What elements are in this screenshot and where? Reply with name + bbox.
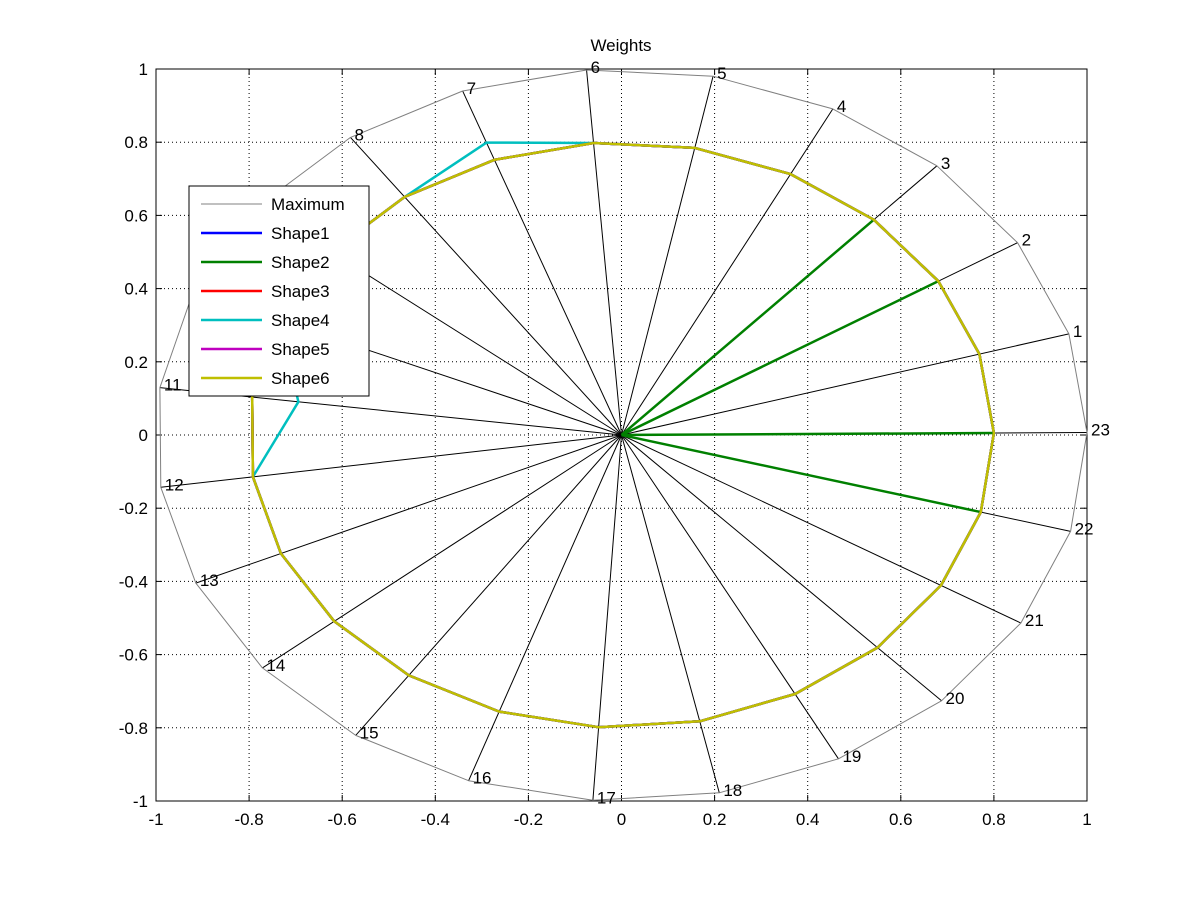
spoke-label: 11 xyxy=(164,376,182,395)
chart-title: Weights xyxy=(590,36,651,55)
spoke-label: 22 xyxy=(1075,519,1094,538)
x-tick-label: -0.6 xyxy=(328,810,357,829)
x-tick-label: 0 xyxy=(617,810,626,829)
y-tick-label: -0.6 xyxy=(119,646,148,665)
radar-series xyxy=(159,69,1088,801)
spoke-label: 3 xyxy=(941,154,950,173)
spoke-label: 2 xyxy=(1022,231,1031,250)
x-tick-label: 0.2 xyxy=(703,810,727,829)
spoke-line xyxy=(462,90,622,436)
spoke-line xyxy=(621,76,714,436)
y-tick-label: -0.4 xyxy=(119,572,148,591)
x-tick-label: 0.6 xyxy=(889,810,913,829)
series-shape6-line xyxy=(250,141,996,729)
spoke-line xyxy=(468,434,622,781)
spoke-line xyxy=(262,434,622,669)
spoke-line xyxy=(621,333,1069,436)
spoke-label: 21 xyxy=(1025,611,1044,630)
spoke-label: 13 xyxy=(200,571,219,590)
spoke-line xyxy=(350,137,622,436)
series-shape2-radial xyxy=(621,433,982,514)
spoke-line xyxy=(355,434,622,736)
spoke-line xyxy=(621,434,720,793)
y-tick-label: 0.2 xyxy=(124,353,148,372)
legend-label: Shape4 xyxy=(271,311,330,330)
spoke-line xyxy=(621,108,834,436)
series-maximum-line xyxy=(159,69,1088,801)
spoke-label: 18 xyxy=(723,781,742,800)
spoke-label: 16 xyxy=(473,769,492,788)
spoke-line xyxy=(621,434,942,702)
x-tick-label: 1 xyxy=(1082,810,1091,829)
spoke-label: 1 xyxy=(1073,322,1082,341)
y-tick-label: 0.6 xyxy=(124,206,148,225)
spoke-label: 4 xyxy=(837,97,846,116)
spoke-label: 6 xyxy=(591,58,600,77)
y-tick-label: 0.8 xyxy=(124,133,148,152)
x-tick-label: -0.8 xyxy=(234,810,263,829)
series-shape2-radial xyxy=(621,431,994,437)
spoke-label: 5 xyxy=(717,64,726,83)
spoke-label: 12 xyxy=(165,475,184,494)
legend-label: Shape5 xyxy=(271,340,330,359)
legend: Maximum Shape1 Shape2 Shape3 Shape4 Shape5 Sha… xyxy=(188,185,370,397)
x-tick-label: -0.4 xyxy=(421,810,450,829)
spoke-line xyxy=(195,434,622,584)
x-tick-label: -0.2 xyxy=(514,810,543,829)
spoke-label: 7 xyxy=(467,79,476,98)
x-tick-label: 0.8 xyxy=(982,810,1006,829)
y-tick-label: 1 xyxy=(139,60,148,79)
spoke-label: 15 xyxy=(360,723,379,742)
x-tick-label: -1 xyxy=(148,810,163,829)
spoke-label: 20 xyxy=(946,689,965,708)
spoke-line xyxy=(621,434,1022,624)
spoke-label: 19 xyxy=(842,747,861,766)
spoke-labels: 1234567891011121314151617181920212223 xyxy=(164,58,1110,807)
y-tick-label: -0.8 xyxy=(119,719,148,738)
x-tick-label: 0.4 xyxy=(796,810,820,829)
series-shape2-radial xyxy=(620,280,939,437)
spoke-line xyxy=(621,434,839,760)
spoke-line xyxy=(586,69,622,436)
spoke-label: 17 xyxy=(597,788,616,807)
spoke-line xyxy=(160,434,622,488)
y-tick-label: -0.2 xyxy=(119,499,148,518)
y-tick-label: 0.4 xyxy=(124,280,148,299)
spoke-line xyxy=(592,434,622,801)
legend-label: Maximum xyxy=(271,195,345,214)
legend-label: Shape2 xyxy=(271,253,330,272)
y-tick-label: 0 xyxy=(139,426,148,445)
y-tick-label: -1 xyxy=(133,792,148,811)
series-shape2-radial xyxy=(620,218,875,436)
spoke-label: 8 xyxy=(354,125,363,144)
legend-label: Shape6 xyxy=(271,369,330,388)
legend-label: Shape1 xyxy=(271,224,330,243)
legend-label: Shape3 xyxy=(271,282,330,301)
spoke-label: 14 xyxy=(266,656,285,675)
axis-ticks: -1 -0.8 -0.6 -0.4 -0.2 0 0.2 0.4 0.6 0.8 110.80.60… xyxy=(119,60,1092,829)
spoke-label: 23 xyxy=(1091,421,1110,440)
